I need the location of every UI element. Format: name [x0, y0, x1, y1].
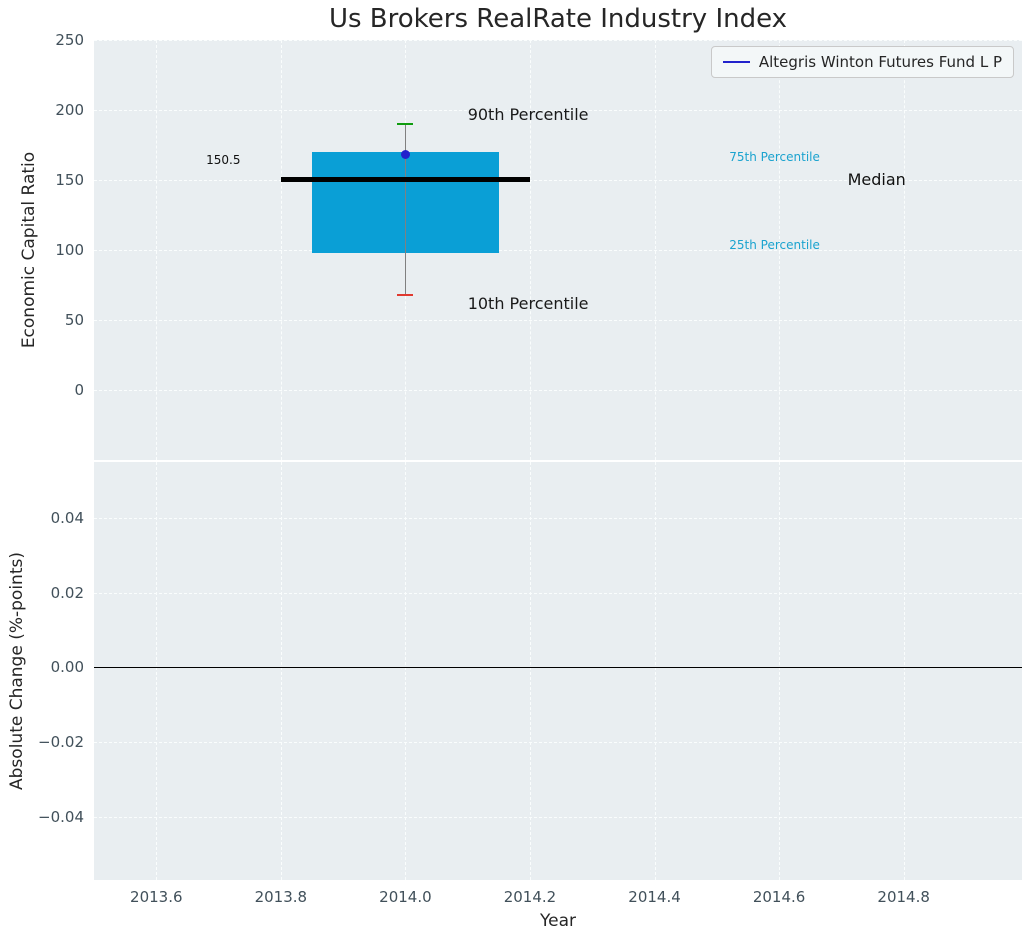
gridline-vertical [779, 462, 781, 880]
gridline-horizontal [94, 320, 1022, 321]
annotation: 75th Percentile [729, 149, 820, 164]
chart-title: Us Brokers RealRate Industry Index [328, 4, 788, 34]
whisker-line [404, 124, 407, 295]
fund-data-point [400, 150, 410, 160]
annotation: 10th Percentile [467, 294, 589, 314]
y-tick-label: 0.04 [50, 508, 84, 527]
gridline-horizontal [94, 517, 1022, 519]
gridline-horizontal [94, 250, 1022, 251]
y-tick-label: 50 [64, 311, 84, 329]
gridline-vertical [529, 462, 531, 880]
annotation: 90th Percentile [467, 105, 589, 125]
axes-top: Altegris Winton Futures Fund L P 90th Pe… [94, 40, 1022, 460]
y-tick-label: 0 [74, 381, 84, 399]
x-tick-label: 2014.8 [877, 888, 930, 906]
gridline-horizontal [94, 110, 1022, 111]
y-tick-label: 0.00 [50, 658, 84, 677]
y-tick-label: 200 [55, 101, 84, 119]
legend: Altegris Winton Futures Fund L P [710, 46, 1014, 78]
x-tick-label: 2014.0 [379, 888, 432, 906]
annotation: Median [847, 169, 906, 189]
gridline-horizontal [94, 816, 1022, 818]
x-tick-label: 2014.6 [752, 888, 806, 906]
y-tick-label: −0.02 [38, 732, 84, 751]
gridline-horizontal [94, 741, 1022, 743]
y-tick-label: 250 [55, 31, 84, 49]
x-tick-label: 2014.2 [503, 888, 557, 906]
y-tick-label: 150 [55, 171, 84, 189]
gridline-horizontal [94, 592, 1022, 594]
x-tick-label: 2013.8 [254, 888, 308, 906]
gridline-vertical [903, 462, 905, 880]
y-tick-label: 100 [55, 241, 84, 259]
legend-label: Altegris Winton Futures Fund L P [758, 53, 1002, 71]
gridline-horizontal [94, 40, 1022, 41]
legend-line-sample [722, 61, 750, 63]
gridline-horizontal [94, 180, 1022, 181]
axes-bottom [94, 462, 1022, 880]
y-tick-label: 0.02 [50, 583, 84, 602]
gridline-vertical [156, 462, 158, 880]
y-tick-label: −0.04 [38, 807, 84, 826]
annotation: 150.5 [206, 153, 241, 168]
annotation: 25th Percentile [729, 238, 820, 252]
gridline-vertical [654, 462, 656, 880]
gridline-horizontal [94, 390, 1022, 391]
whisker-cap-90th [397, 122, 414, 126]
median-line [280, 176, 530, 182]
x-tick-label: 2014.4 [628, 888, 681, 906]
gridline-vertical [405, 462, 407, 880]
gridline-vertical [280, 462, 282, 880]
x-axis-label: Year [540, 911, 576, 931]
whisker-cap-10th [397, 293, 414, 296]
zero-line [94, 666, 1022, 669]
x-tick-label: 2013.6 [130, 888, 183, 906]
